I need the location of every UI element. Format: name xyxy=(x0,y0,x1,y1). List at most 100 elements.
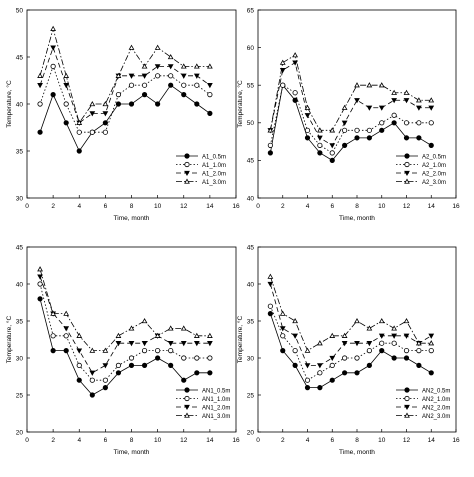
data-point xyxy=(154,44,161,50)
data-point xyxy=(292,52,299,58)
y-tick-label: 60 xyxy=(247,45,255,52)
data-point xyxy=(316,363,323,369)
legend-label: A2_0.5m xyxy=(422,154,446,160)
x-tick-label: 4 xyxy=(77,203,81,210)
plot-frame xyxy=(257,246,457,433)
data-point xyxy=(207,110,213,117)
x-tick-label: 2 xyxy=(51,437,55,444)
data-point xyxy=(181,82,187,88)
y-tick-label: 40 xyxy=(247,195,255,202)
data-point xyxy=(37,281,43,287)
data-point xyxy=(63,326,70,332)
legend-label: A1_0.5m xyxy=(202,154,226,160)
data-point xyxy=(354,135,360,141)
data-point xyxy=(267,142,273,148)
x-tick-label: 8 xyxy=(355,437,359,444)
data-point xyxy=(76,362,82,368)
data-point xyxy=(329,362,335,368)
data-point xyxy=(63,310,70,316)
data-point xyxy=(415,340,422,346)
data-point xyxy=(428,340,435,346)
data-point xyxy=(366,127,372,133)
data-point xyxy=(50,63,56,70)
data-point xyxy=(50,25,57,31)
data-point xyxy=(428,347,434,354)
data-point xyxy=(354,341,360,347)
data-point xyxy=(155,101,161,107)
series-line xyxy=(269,62,432,146)
data-point xyxy=(167,53,174,60)
data-point xyxy=(181,377,187,383)
data-point xyxy=(316,135,323,141)
data-point xyxy=(342,355,348,361)
data-point xyxy=(154,64,161,70)
x-tick-label: 8 xyxy=(355,203,359,210)
legend-label: A1_1.0m xyxy=(202,163,226,169)
data-point xyxy=(141,92,148,98)
x-axis-label: Time, month xyxy=(114,449,150,456)
data-point xyxy=(141,73,148,79)
data-point xyxy=(341,332,348,338)
data-point xyxy=(304,127,311,133)
data-point xyxy=(403,317,410,324)
data-point xyxy=(391,112,397,118)
data-point xyxy=(128,82,135,88)
data-point xyxy=(428,120,434,126)
data-point xyxy=(155,347,161,354)
data-point xyxy=(292,90,298,96)
y-tick-label: 45 xyxy=(16,244,24,251)
x-tick-label: 16 xyxy=(452,437,460,444)
chart-panel: 0 2 4 6 8 10 12 14 16 20 25 30 35 40 45 Time, month Temp… xyxy=(5,244,240,456)
data-point xyxy=(279,326,286,332)
data-point xyxy=(180,73,187,79)
data-point xyxy=(304,363,311,369)
data-point xyxy=(167,341,174,347)
legend-label: A2_1.0m xyxy=(422,163,446,169)
data-point xyxy=(168,362,174,368)
data-point xyxy=(193,332,200,338)
data-point xyxy=(267,150,273,156)
series-line xyxy=(269,276,432,352)
legend-marker xyxy=(404,153,410,159)
data-point xyxy=(89,347,96,353)
y-axis-label: Temperature, °C xyxy=(236,316,244,364)
series-line xyxy=(270,306,432,381)
data-point xyxy=(128,325,135,331)
data-point xyxy=(63,83,70,89)
data-point xyxy=(155,355,161,361)
series-line xyxy=(39,84,211,152)
legend-label: AN2_2.0m xyxy=(422,405,450,411)
data-point xyxy=(292,347,298,354)
y-tick-label: 35 xyxy=(247,318,255,325)
data-point xyxy=(207,355,213,361)
x-tick-label: 6 xyxy=(104,203,108,210)
data-point xyxy=(63,72,70,78)
data-point xyxy=(141,362,148,368)
legend-label: A1_3.0m xyxy=(202,180,226,186)
data-point xyxy=(428,370,434,376)
data-point xyxy=(366,82,373,88)
series-line xyxy=(39,269,210,352)
data-point xyxy=(403,98,410,104)
data-point xyxy=(168,82,174,88)
data-point xyxy=(378,105,385,111)
data-point xyxy=(317,384,323,391)
data-point xyxy=(428,105,435,111)
y-tick-label: 45 xyxy=(247,244,255,251)
chart-panel: 0 2 4 6 8 10 12 14 16 20 25 30 35 40 45 Time, month Temp… xyxy=(236,244,460,456)
data-point xyxy=(267,303,273,309)
series-line xyxy=(39,298,210,396)
data-point xyxy=(428,333,435,339)
data-point xyxy=(316,127,323,133)
data-point xyxy=(329,377,335,383)
y-tick-label: 55 xyxy=(247,83,255,90)
plot-frame xyxy=(26,246,237,433)
data-point xyxy=(141,82,148,88)
data-point xyxy=(89,100,96,107)
data-point xyxy=(115,362,122,368)
data-point xyxy=(379,120,385,126)
data-point xyxy=(280,347,286,354)
x-axis-label: Time, month xyxy=(339,449,375,456)
data-point xyxy=(403,89,410,95)
data-point xyxy=(391,120,397,126)
